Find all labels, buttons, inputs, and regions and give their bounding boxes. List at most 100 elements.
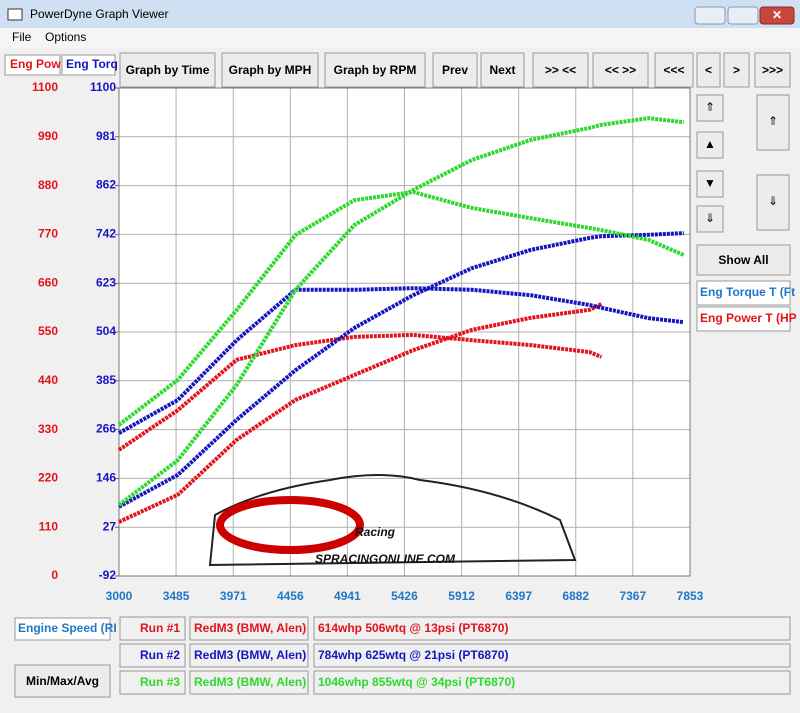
x-tick-label: 3000 xyxy=(106,589,133,603)
x-tick-label: 7367 xyxy=(619,589,646,603)
y2-tick-label: 266 xyxy=(96,422,116,436)
toolbar-button[interactable] xyxy=(654,52,694,88)
series-line xyxy=(118,231,684,509)
watermark-brand: Racing xyxy=(355,525,396,539)
watermark-url: SPRACINGONLINE.COM xyxy=(315,552,456,566)
toolbar-button-label: Graph by MPH xyxy=(229,63,312,77)
y-tick-label: 110 xyxy=(39,519,59,533)
toolbar-button-label: Prev xyxy=(442,63,468,77)
run-label: Run #2 xyxy=(140,648,180,662)
logo-swoosh xyxy=(216,496,364,554)
arrow-icon: ▼ xyxy=(704,176,716,190)
x-tick-label: 5912 xyxy=(448,589,475,603)
toolbar-button[interactable] xyxy=(754,52,791,88)
toolbar-button-label: >> << xyxy=(545,63,576,77)
toolbar-button-label: > xyxy=(733,63,740,77)
close-button[interactable] xyxy=(759,6,795,25)
run-cell xyxy=(313,670,791,695)
series-line xyxy=(118,286,685,435)
toolbar-button[interactable] xyxy=(723,52,750,88)
toolbar-button[interactable] xyxy=(432,52,478,88)
x-tick-label: 6882 xyxy=(562,589,589,603)
run-label: Run #3 xyxy=(140,675,180,689)
scroll-button[interactable] xyxy=(756,94,790,151)
y2-tick-label: 862 xyxy=(96,178,116,192)
series-line xyxy=(117,116,685,507)
min-max-avg-button[interactable] xyxy=(14,664,111,698)
min-max-avg-button-label: Min/Max/Avg xyxy=(26,674,99,688)
scroll-button[interactable] xyxy=(696,170,724,198)
toolbar-button-label: Graph by RPM xyxy=(334,63,417,77)
run-cell xyxy=(189,670,309,695)
arrow-icon: ▲ xyxy=(704,137,716,151)
run-car: RedM3 (BMW, Alen) xyxy=(194,648,306,662)
y2-tick-label: -92 xyxy=(99,568,117,582)
channel-box[interactable] xyxy=(696,280,791,306)
toolbar-button[interactable] xyxy=(119,52,216,88)
title-bar xyxy=(0,0,800,28)
scroll-button[interactable] xyxy=(756,174,790,231)
x-channel-label: Engine Speed (RI xyxy=(18,621,117,635)
scroll-button[interactable] xyxy=(696,94,724,122)
run-car: RedM3 (BMW, Alen) xyxy=(194,675,306,689)
app-icon xyxy=(7,8,23,21)
scroll-button[interactable] xyxy=(696,131,724,159)
menu-item[interactable]: File xyxy=(12,30,32,44)
window-title: PowerDyne Graph Viewer xyxy=(30,7,169,21)
toolbar-button[interactable] xyxy=(480,52,525,88)
close-icon: ✕ xyxy=(772,8,782,22)
channel-box[interactable] xyxy=(696,306,791,332)
y2-tick-label: 742 xyxy=(96,227,116,241)
scroll-button[interactable] xyxy=(696,205,724,233)
series-line xyxy=(118,302,603,524)
show-all-button[interactable] xyxy=(696,244,791,276)
toolbar-button[interactable] xyxy=(592,52,649,88)
series-line xyxy=(117,189,685,427)
x-tick-label: 3971 xyxy=(220,589,247,603)
axis-tab-label: Eng Pow xyxy=(10,57,61,71)
toolbar-button-label: Next xyxy=(489,63,515,77)
x-tick-label: 4941 xyxy=(334,589,361,603)
y2-tick-label: 27 xyxy=(103,519,117,533)
toolbar-button[interactable] xyxy=(221,52,319,88)
toolbar-button-label: Graph by Time xyxy=(126,63,210,77)
x-channel-box[interactable] xyxy=(14,617,111,641)
axis-tab[interactable] xyxy=(61,54,116,76)
y-tick-label: 770 xyxy=(38,227,58,241)
x-tick-label: 7853 xyxy=(677,589,704,603)
axis-tab-label: Eng Torq xyxy=(66,57,118,71)
toolbar-button-label: >>> xyxy=(762,63,783,77)
channel-label: Eng Torque T (Ft xyxy=(700,285,795,299)
x-tick-label: 4456 xyxy=(277,589,304,603)
menu-item[interactable]: Options xyxy=(45,30,86,44)
y-tick-label: 990 xyxy=(38,129,58,143)
y-tick-label: 1100 xyxy=(32,80,58,94)
run-label: Run #1 xyxy=(140,621,180,635)
axis-tab[interactable] xyxy=(4,54,61,76)
toolbar-button-label: < xyxy=(705,63,712,77)
y-tick-label: 550 xyxy=(38,324,58,338)
run-cell xyxy=(119,616,186,641)
run-cell xyxy=(189,643,309,668)
run-result: 1046whp 855wtq @ 34psi (PT6870) xyxy=(318,675,515,689)
y2-tick-label: 146 xyxy=(96,471,116,485)
menu-bar xyxy=(0,28,800,48)
y-tick-label: 220 xyxy=(38,471,58,485)
toolbar-button[interactable] xyxy=(532,52,589,88)
run-cell xyxy=(189,616,309,641)
x-tick-label: 6397 xyxy=(505,589,532,603)
y-tick-label: 440 xyxy=(38,373,58,387)
arrow-icon: ⇑ xyxy=(768,114,778,128)
run-cell xyxy=(119,670,186,695)
y2-tick-label: 623 xyxy=(96,275,116,289)
channel-label: Eng Power T (HP xyxy=(700,311,797,325)
minimize-button[interactable] xyxy=(694,6,726,25)
x-tick-label: 3485 xyxy=(163,589,190,603)
y-tick-label: 0 xyxy=(51,568,58,582)
toolbar-button[interactable] xyxy=(696,52,721,88)
run-result: 614whp 506wtq @ 13psi (PT6870) xyxy=(318,621,508,635)
y-tick-label: 330 xyxy=(38,422,58,436)
toolbar-button[interactable] xyxy=(324,52,426,88)
maximize-button[interactable] xyxy=(727,6,759,25)
